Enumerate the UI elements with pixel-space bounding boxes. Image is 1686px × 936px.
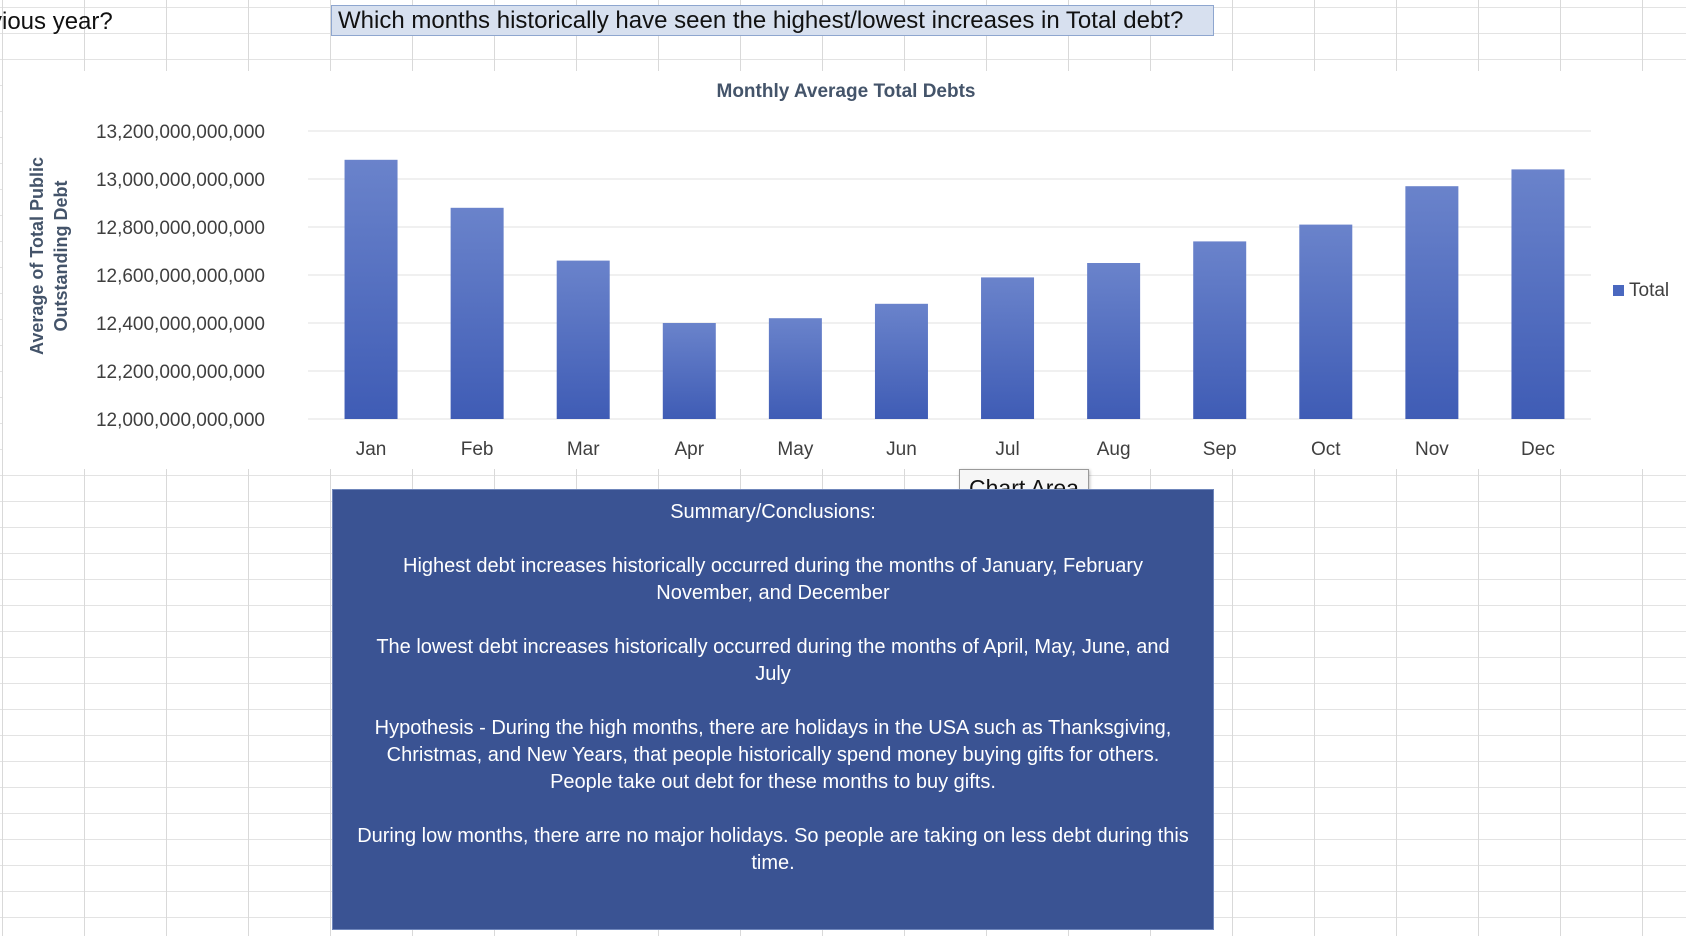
bar-sep[interactable] [1193, 241, 1247, 419]
y-axis-label-line1: Average of Total Public [27, 157, 47, 355]
y-tick-label: 12,400,000,000,000 [96, 314, 265, 335]
chart-area[interactable]: Monthly Average Total Debts 12,000,000,0… [3, 71, 1686, 469]
summary-paragraph-hypothesis: Hypothesis - During the high months, the… [374, 717, 1172, 793]
bar-may[interactable] [768, 318, 822, 419]
x-tick-label: Oct [1311, 439, 1341, 460]
y-tick-label: 12,000,000,000,000 [96, 410, 265, 431]
summary-textbox[interactable]: Summary/Conclusions: Highest debt increa… [332, 489, 1214, 930]
selected-question-cell[interactable]: Which months historically have seen the … [331, 5, 1214, 36]
cell-previous-year-question[interactable]: vious year? [0, 8, 113, 35]
bar-jul[interactable] [981, 277, 1035, 419]
bar-oct[interactable] [1299, 224, 1353, 419]
legend-swatch [1613, 285, 1624, 296]
x-tick-label: Jun [886, 439, 917, 460]
x-tick-label: Apr [675, 439, 705, 460]
x-tick-label: Nov [1415, 439, 1449, 460]
legend-label: Total [1629, 280, 1669, 301]
x-tick-label: Sep [1203, 439, 1237, 460]
bar-jun[interactable] [874, 303, 928, 419]
x-tick-label: Jan [356, 439, 387, 460]
y-axis-label-line2: Outstanding Debt [51, 181, 71, 332]
bar-dec[interactable] [1511, 169, 1565, 419]
chart-title: Monthly Average Total Debts [717, 81, 976, 102]
y-tick-label: 13,000,000,000,000 [96, 170, 265, 191]
bar-mar[interactable] [556, 260, 610, 419]
summary-paragraph-highest: Highest debt increases historically occu… [403, 555, 1143, 604]
bar-nov[interactable] [1405, 186, 1459, 419]
x-tick-label: Mar [567, 439, 600, 460]
bars [344, 159, 1565, 420]
question-text: Which months historically have seen the … [338, 7, 1184, 34]
y-tick-label: 12,800,000,000,000 [96, 218, 265, 239]
x-tick-label: Aug [1097, 439, 1131, 460]
gridlines [308, 130, 1591, 420]
bar-chart: Monthly Average Total Debts 12,000,000,0… [27, 81, 1669, 460]
summary-paragraph-lowest: The lowest debt increases historically o… [376, 636, 1170, 685]
y-axis-tick-labels: 12,000,000,000,000 12,200,000,000,000 12,4… [96, 122, 265, 431]
x-tick-label: May [777, 439, 813, 460]
y-tick-label: 12,200,000,000,000 [96, 362, 265, 383]
bar-apr[interactable] [662, 323, 716, 419]
bar-feb[interactable] [450, 207, 504, 419]
y-tick-label: 13,200,000,000,000 [96, 122, 265, 143]
x-tick-label: Jul [995, 439, 1019, 460]
y-tick-label: 12,600,000,000,000 [96, 266, 265, 287]
summary-paragraph-low-months: During low months, there arre no major h… [357, 825, 1189, 874]
x-tick-label: Feb [461, 439, 494, 460]
bar-jan[interactable] [344, 159, 398, 420]
x-tick-label: Dec [1521, 439, 1555, 460]
bar-aug[interactable] [1087, 263, 1141, 419]
x-axis-tick-labels: Jan Feb Mar Apr May Jun Jul Aug Sep Oct Nov Dec [356, 439, 1555, 460]
summary-title: Summary/Conclusions: [670, 501, 876, 523]
